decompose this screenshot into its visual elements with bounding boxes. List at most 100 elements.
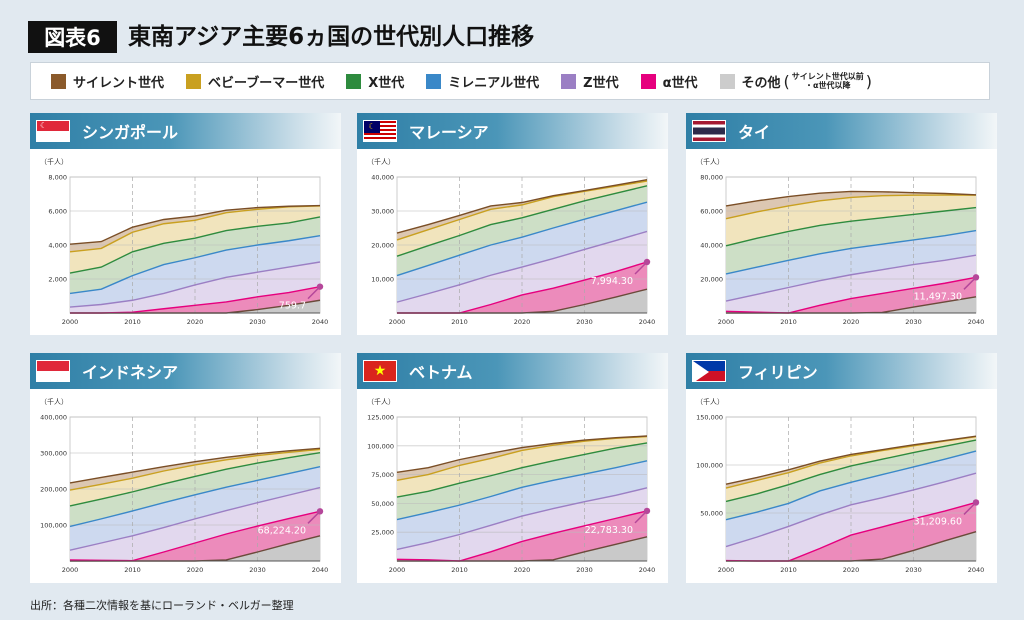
x-tick-label: 2030 bbox=[905, 318, 922, 326]
legend-item-other: その他 (サイレント世代以前 ・α世代以降) bbox=[719, 72, 873, 91]
line-boomer bbox=[69, 448, 321, 491]
y-tick-label: 30,000 bbox=[371, 208, 394, 216]
annotation-dot bbox=[643, 258, 651, 266]
annotation-label: 31,209.60 bbox=[914, 516, 962, 527]
country-name: インドネシア bbox=[82, 363, 179, 382]
country-name: タイ bbox=[738, 123, 771, 142]
x-tick-label: 2000 bbox=[389, 566, 406, 574]
y-tick-label: 125,000 bbox=[367, 414, 394, 422]
area-other bbox=[397, 289, 647, 313]
line-x bbox=[396, 185, 648, 257]
annotation-label: 68,224.20 bbox=[258, 525, 306, 536]
area-silent bbox=[70, 205, 320, 252]
legend-swatch bbox=[51, 73, 66, 89]
line-silent bbox=[396, 179, 648, 234]
line-boomer bbox=[725, 194, 977, 220]
legend-label: Z世代 bbox=[583, 75, 619, 91]
x-tick-label: 2000 bbox=[62, 318, 79, 326]
annotation-label: 11,497.30 bbox=[914, 291, 962, 302]
annotation-dot bbox=[972, 499, 980, 506]
legend-item-alpha: α世代 bbox=[640, 72, 698, 91]
area-other bbox=[397, 536, 647, 561]
note-line: ・α世代以降 bbox=[805, 81, 851, 90]
x-tick-label: 2030 bbox=[905, 566, 922, 574]
y-tick-label: 100,000 bbox=[367, 442, 394, 450]
x-tick-label: 2000 bbox=[718, 566, 735, 574]
line-z bbox=[396, 230, 648, 303]
legend-swatch bbox=[719, 73, 735, 89]
x-tick-label: 2040 bbox=[639, 318, 656, 326]
legend-item-silent: サイレント世代 bbox=[51, 72, 164, 91]
y-tick-label: 400,000 bbox=[40, 414, 67, 422]
y-tick-label: 20,000 bbox=[371, 242, 394, 250]
area-alpha bbox=[397, 262, 647, 313]
legend-label: サイレント世代 bbox=[73, 75, 165, 91]
x-tick-label: 2040 bbox=[968, 318, 985, 326]
chart-panel-indonesia: インドネシア （千人） 100,000 200,000 300,000 400,000… bbox=[30, 353, 341, 583]
annotation-dot bbox=[643, 507, 651, 515]
figure-badge: 図表6 bbox=[28, 21, 117, 53]
unit-label: （千人） bbox=[40, 398, 68, 406]
line-boomer bbox=[69, 205, 321, 253]
x-tick-label: 2030 bbox=[576, 318, 593, 326]
y-tick-label: 200,000 bbox=[40, 486, 67, 494]
y-tick-label: 8,000 bbox=[48, 174, 67, 182]
source-note: 出所：各種二次情報を基にローランド・ベルガー整理 bbox=[30, 599, 294, 612]
panel-header: ☾ マレーシア bbox=[357, 113, 668, 149]
y-tick-label: 25,000 bbox=[371, 529, 394, 537]
x-tick-label: 2040 bbox=[968, 566, 985, 574]
legend-swatch bbox=[561, 73, 577, 89]
legend-label: α世代 bbox=[662, 75, 698, 91]
line-millennial bbox=[725, 450, 977, 521]
note-line: サイレント世代以前 bbox=[791, 72, 864, 81]
y-tick-label: 50,000 bbox=[371, 500, 394, 508]
annotation-label: 759.7 bbox=[279, 301, 306, 312]
panel-header: ☾ シンガポール bbox=[30, 113, 341, 149]
legend-item-boomer: ベビーブーマー世代 bbox=[186, 72, 324, 91]
line-silent bbox=[69, 204, 321, 245]
line-z bbox=[725, 254, 977, 302]
line-x bbox=[69, 451, 321, 507]
unit-label: （千人） bbox=[696, 158, 724, 166]
legend-swatch bbox=[346, 73, 362, 89]
legend-swatch bbox=[640, 73, 656, 89]
legend-swatch bbox=[426, 73, 442, 89]
annotation-dot bbox=[316, 508, 324, 515]
x-tick-label: 2010 bbox=[124, 566, 141, 574]
area-other bbox=[70, 535, 320, 561]
unit-label: （千人） bbox=[367, 158, 395, 166]
legend-item-millennial: ミレニアル世代 bbox=[426, 72, 539, 91]
y-tick-label: 150,000 bbox=[696, 414, 723, 422]
chart-malaysia: 10,000 20,000 30,000 40,000 2000 2010 2020 2030… bbox=[371, 174, 656, 327]
y-tick-label: 4,000 bbox=[48, 242, 67, 250]
unit-label: （千人） bbox=[367, 398, 395, 406]
chart-panel-philippines: フィリピン （千人） 50,000 100,000 150,000 2000 2010 2… bbox=[686, 353, 997, 583]
x-tick-label: 2040 bbox=[312, 318, 329, 326]
x-tick-label: 2010 bbox=[451, 318, 468, 326]
line-millennial bbox=[69, 234, 321, 295]
x-tick-label: 2020 bbox=[514, 318, 531, 326]
annotation-dot bbox=[316, 283, 324, 290]
chart-thailand: 20,000 40,000 60,000 80,000 2000 2010 2020 2030… bbox=[700, 174, 985, 327]
flag-thailand-icon bbox=[692, 120, 726, 142]
y-tick-label: 20,000 bbox=[700, 276, 723, 284]
panel-header: フィリピン bbox=[686, 353, 997, 389]
legend-other-note: (サイレント世代以前 ・α世代以降) bbox=[784, 72, 873, 90]
x-tick-label: 2020 bbox=[187, 318, 204, 326]
line-z bbox=[69, 486, 321, 551]
country-name: ベトナム bbox=[409, 363, 473, 382]
y-tick-label: 6,000 bbox=[48, 208, 67, 216]
x-tick-label: 2030 bbox=[249, 566, 266, 574]
country-name: マレーシア bbox=[409, 123, 489, 142]
chart-panel-malaysia: ☾ マレーシア （千人） 10,000 20,000 30,000 40,000 2000… bbox=[357, 113, 668, 335]
line-z bbox=[69, 261, 321, 308]
country-name: フィリピン bbox=[738, 363, 818, 382]
legend-swatch bbox=[186, 73, 202, 89]
y-tick-label: 40,000 bbox=[371, 174, 394, 182]
unit-label: （千人） bbox=[40, 158, 68, 166]
paren: ( bbox=[783, 71, 790, 91]
y-tick-label: 2,000 bbox=[48, 276, 67, 284]
line-x bbox=[69, 216, 321, 274]
panel-header: ★ ベトナム bbox=[357, 353, 668, 389]
x-tick-label: 2030 bbox=[576, 566, 593, 574]
